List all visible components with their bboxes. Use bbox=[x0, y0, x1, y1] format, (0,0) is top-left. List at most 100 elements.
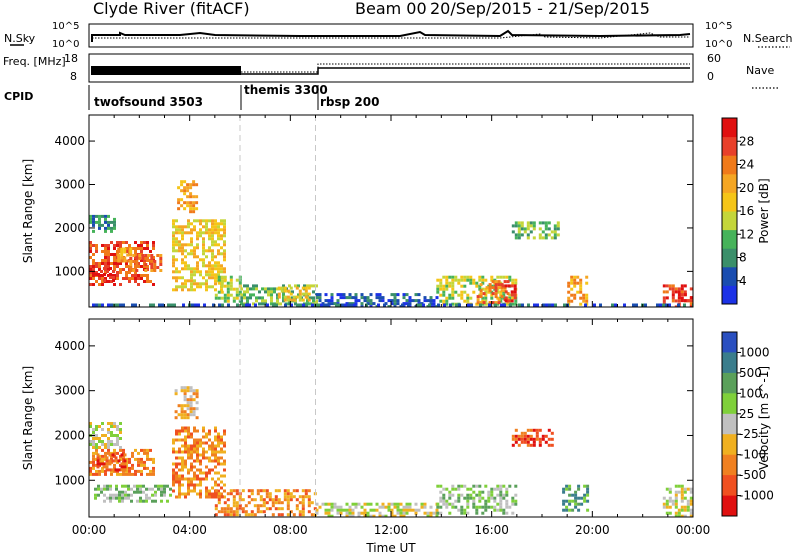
power-cell bbox=[298, 298, 302, 302]
power-cell bbox=[120, 250, 124, 254]
power-cell bbox=[107, 214, 110, 218]
power-cell bbox=[442, 287, 446, 291]
freq-panel: Freq. [MHz] 18 8 60 0 Nave bbox=[3, 52, 778, 89]
power-cell bbox=[202, 219, 205, 223]
power-cell bbox=[665, 296, 669, 300]
power-cell bbox=[178, 243, 181, 247]
velocity-cell bbox=[680, 490, 684, 494]
velocity-colorbar-tick-label: 1000 bbox=[739, 345, 770, 359]
power-cell bbox=[172, 261, 175, 265]
velocity-cell bbox=[247, 495, 251, 499]
power-cell bbox=[123, 259, 127, 263]
power-cell bbox=[517, 227, 521, 231]
velocity-cell bbox=[123, 453, 127, 457]
power-cell bbox=[214, 273, 217, 277]
velocity-cell bbox=[166, 499, 169, 503]
velocity-cell bbox=[304, 495, 308, 499]
power-cell bbox=[223, 258, 226, 262]
velocity-cell bbox=[205, 465, 208, 469]
power-cell bbox=[439, 284, 443, 288]
power-cell bbox=[199, 282, 202, 286]
velocity-cell bbox=[196, 483, 199, 487]
velocity-cell bbox=[484, 484, 488, 488]
velocity-cell bbox=[220, 447, 223, 451]
velocity-cell bbox=[186, 401, 190, 405]
velocity-cell bbox=[193, 477, 196, 481]
velocity-cell bbox=[390, 508, 394, 512]
velocity-cell bbox=[235, 501, 239, 505]
power-cell bbox=[252, 302, 255, 306]
velocity-cell bbox=[178, 480, 181, 484]
velocity-cell bbox=[211, 441, 214, 445]
power-cell bbox=[199, 219, 202, 223]
power-cell bbox=[348, 293, 352, 297]
velocity-cell bbox=[577, 487, 581, 491]
velocity-cell bbox=[214, 429, 217, 433]
power-cell bbox=[123, 247, 127, 251]
power-cell bbox=[104, 253, 107, 256]
velocity-cell bbox=[457, 508, 461, 512]
power-cell bbox=[307, 286, 311, 290]
velocity-cell bbox=[214, 438, 217, 442]
power-cell bbox=[494, 301, 498, 305]
power-cell bbox=[502, 275, 506, 279]
velocity-cell bbox=[89, 469, 92, 473]
velocity-cell bbox=[151, 487, 154, 491]
velocity-colorbar-swatch bbox=[722, 434, 737, 456]
power-cell bbox=[290, 303, 293, 307]
power-cell bbox=[104, 259, 107, 262]
power-cell bbox=[183, 201, 187, 205]
velocity-cell bbox=[113, 422, 116, 425]
power-cell bbox=[199, 273, 202, 277]
power-cell bbox=[103, 279, 106, 282]
power-cell bbox=[463, 299, 467, 303]
power-cell bbox=[92, 283, 95, 286]
power-cell bbox=[360, 296, 364, 300]
power-cell bbox=[402, 293, 406, 297]
velocity-cell bbox=[104, 443, 107, 446]
power-cell bbox=[378, 296, 382, 300]
velocity-cell bbox=[137, 460, 140, 464]
power-cell bbox=[579, 287, 583, 291]
power-cell bbox=[270, 296, 273, 300]
velocity-cell bbox=[502, 511, 506, 515]
power-cell bbox=[576, 281, 580, 285]
power-cell bbox=[451, 278, 455, 282]
power-cell bbox=[196, 231, 199, 235]
power-cell bbox=[205, 282, 208, 286]
power-colorbar-tick-label: 24 bbox=[739, 158, 754, 172]
velocity-cell bbox=[220, 456, 223, 460]
power-cell bbox=[289, 292, 293, 296]
power-cell bbox=[205, 249, 208, 253]
power-colorbar-label: Power [dB] bbox=[757, 178, 771, 243]
power-cell bbox=[172, 246, 175, 250]
velocity-cell bbox=[295, 504, 299, 508]
velocity-colorbar-tick-label: -1000 bbox=[739, 489, 774, 503]
velocity-cell bbox=[426, 511, 430, 515]
power-cell bbox=[579, 278, 583, 282]
velocity-cell bbox=[304, 492, 308, 496]
velocity-cell bbox=[393, 514, 397, 517]
velocity-cell bbox=[487, 499, 491, 503]
power-cell bbox=[223, 240, 226, 244]
power-cell bbox=[494, 295, 498, 299]
velocity-cell bbox=[538, 440, 542, 444]
power-cell bbox=[423, 299, 427, 303]
velocity-cell bbox=[172, 477, 175, 481]
velocity-cell bbox=[550, 431, 554, 435]
power-cell bbox=[180, 189, 184, 193]
power-cell bbox=[167, 303, 170, 307]
power-cell bbox=[135, 263, 139, 266]
power-cell bbox=[454, 278, 458, 282]
velocity-cell bbox=[396, 505, 400, 509]
velocity-cell bbox=[101, 434, 104, 437]
power-cell bbox=[448, 281, 452, 285]
velocity-cell bbox=[429, 505, 433, 509]
power-cell bbox=[113, 253, 116, 256]
velocity-cell bbox=[217, 477, 220, 481]
power-cell bbox=[276, 299, 279, 303]
velocity-cell bbox=[481, 511, 485, 515]
power-cell bbox=[544, 221, 548, 225]
velocity-cell bbox=[235, 489, 239, 493]
velocity-cell bbox=[445, 505, 449, 509]
